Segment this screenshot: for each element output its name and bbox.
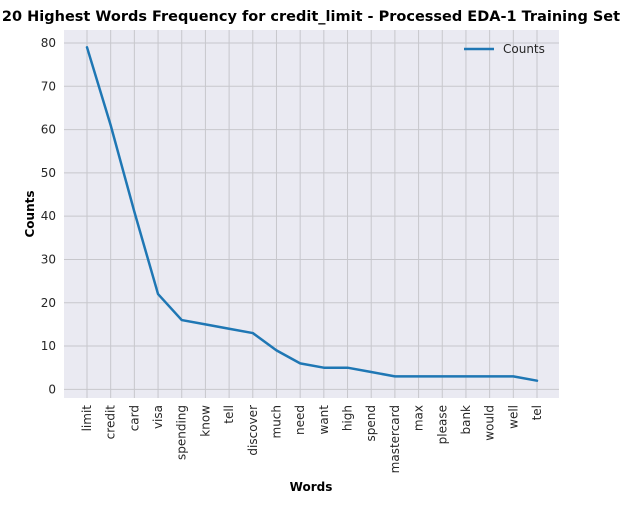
x-tick-label: please — [435, 405, 449, 444]
plot-area — [64, 30, 559, 398]
x-tick-label: tel — [530, 405, 544, 420]
x-tick-label: well — [506, 405, 520, 429]
x-tick-label: credit — [104, 405, 118, 440]
y-axis-label: Counts — [23, 190, 37, 237]
x-tick-label: visa — [151, 405, 165, 429]
y-tick-label: 0 — [48, 382, 56, 396]
x-tick-label: limit — [80, 405, 94, 432]
y-tick-label: 80 — [41, 36, 56, 50]
y-axis-ticks: 0 10 20 30 40 50 60 70 80 — [41, 36, 56, 396]
legend-label: Counts — [503, 42, 545, 56]
x-tick-label: max — [412, 405, 426, 431]
x-tick-label: card — [127, 405, 141, 431]
y-tick-label: 10 — [41, 339, 56, 353]
x-tick-label: spending — [175, 405, 189, 460]
y-tick-label: 20 — [41, 296, 56, 310]
x-tick-label: bank — [459, 405, 473, 435]
x-tick-label: spend — [364, 405, 378, 441]
y-tick-label: 70 — [41, 79, 56, 93]
x-tick-label: mastercard — [388, 405, 402, 473]
x-tick-label: discover — [246, 405, 260, 456]
x-tick-label: much — [269, 405, 283, 439]
series-line — [85, 46, 539, 382]
x-tick-label: tell — [222, 405, 236, 424]
x-tick-label: would — [483, 405, 497, 441]
x-axis-label: Words — [290, 480, 333, 494]
x-tick-label: want — [317, 405, 331, 435]
x-axis-ticks: limit credit card visa spending know tell disco… — [80, 405, 544, 474]
grid-lines — [64, 30, 559, 398]
y-tick-label: 40 — [41, 209, 56, 223]
x-tick-label: need — [293, 405, 307, 435]
y-tick-label: 30 — [41, 252, 56, 266]
y-tick-label: 50 — [41, 166, 56, 180]
series-lines — [85, 46, 539, 382]
chart-title: 20 Highest Words Frequency for credit_li… — [2, 9, 620, 25]
x-tick-label: high — [341, 405, 355, 431]
y-tick-label: 60 — [41, 123, 56, 137]
legend: Counts — [464, 42, 545, 56]
x-tick-label: know — [198, 405, 212, 437]
